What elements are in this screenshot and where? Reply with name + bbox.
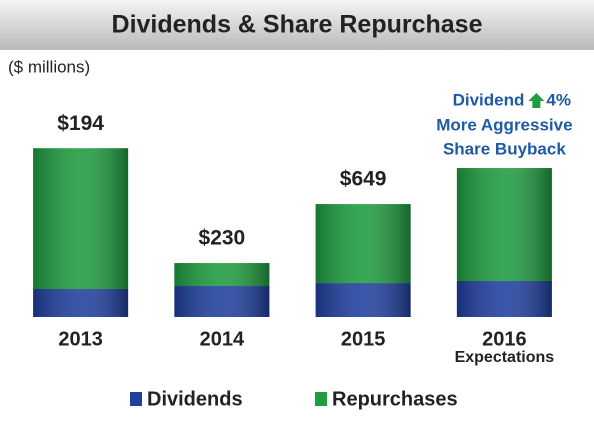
- bar-shade: [33, 288, 129, 317]
- bar-shade: [174, 286, 270, 317]
- x-tick-label: 2013: [58, 328, 103, 350]
- x-tick-label: 2016: [482, 328, 527, 350]
- bar-shade: [315, 283, 411, 317]
- callout-text: 4%: [546, 90, 571, 109]
- x-tick-label: 2015: [341, 328, 386, 350]
- bar-shade: [456, 168, 552, 281]
- total-label: $194: [57, 112, 104, 135]
- x-sub-label: Expectations: [455, 349, 555, 366]
- bar-shade: [174, 263, 270, 287]
- x-tick-label: 2014: [200, 328, 245, 350]
- callout-text: More Aggressive: [436, 115, 572, 134]
- legend-swatch: [130, 392, 142, 406]
- bar-shade: [456, 280, 552, 317]
- callout-text: Dividend: [453, 90, 525, 109]
- callout-arrow: [528, 93, 545, 108]
- subtitle: ($ millions): [8, 57, 90, 76]
- legend-swatch: [315, 392, 327, 406]
- callout-text: Share Buyback: [443, 139, 566, 158]
- total-label: $230: [199, 227, 246, 250]
- legend-label: Repurchases: [332, 388, 458, 410]
- chart-title: Dividends & Share Repurchase: [112, 11, 483, 39]
- total-label: $649: [340, 168, 387, 191]
- legend-label: Dividends: [147, 388, 243, 410]
- bar-shade: [33, 148, 129, 289]
- bar-shade: [315, 204, 411, 284]
- title-banner: [0, 0, 594, 50]
